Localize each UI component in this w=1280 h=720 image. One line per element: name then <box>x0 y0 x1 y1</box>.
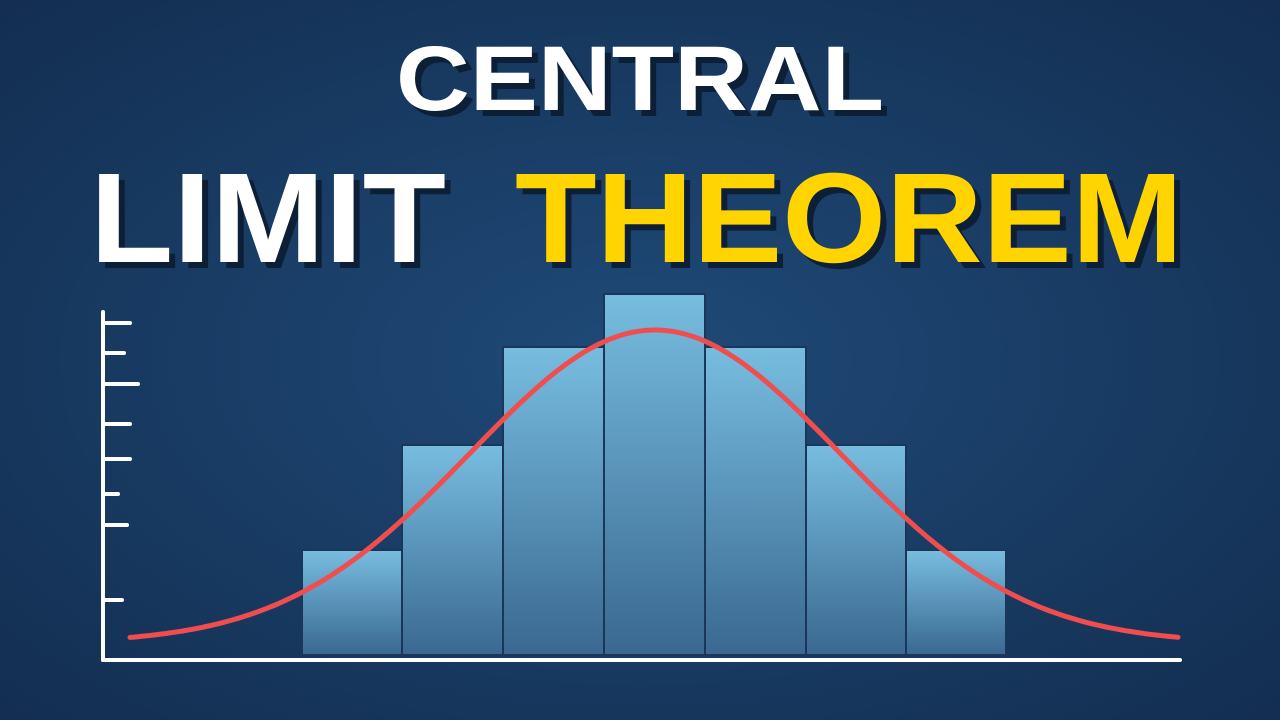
axes <box>101 310 1182 662</box>
title-shadow: CENTRAL <box>402 34 890 136</box>
bar <box>301 549 403 656</box>
bar <box>502 346 605 656</box>
title-top: CENTRAL <box>396 28 884 130</box>
bar <box>603 293 706 656</box>
bar <box>401 444 504 656</box>
title-bottom-left: LIMIT <box>90 147 446 290</box>
title-shadow: LIMIT <box>96 153 452 296</box>
title-bottom-right: THEOREM <box>515 147 1183 290</box>
bar <box>704 346 807 656</box>
bar <box>805 444 907 656</box>
normal-curve <box>127 327 1181 640</box>
title-shadow: THEOREM <box>521 153 1189 296</box>
histogram-illustration <box>301 293 1007 656</box>
title: CENTRAL CENTRAL LIMIT LIMIT THEOREM THEO… <box>90 28 1189 296</box>
bar <box>905 549 1007 656</box>
